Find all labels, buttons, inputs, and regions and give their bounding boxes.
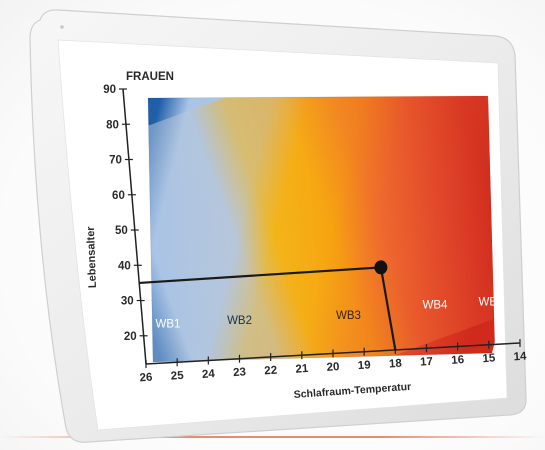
marker-point	[374, 260, 388, 275]
y-tick-label: 40	[118, 260, 131, 272]
accent-rule	[0, 436, 545, 438]
x-tick-label: 23	[233, 366, 247, 379]
zone-label-wb4: WB4	[422, 299, 448, 311]
plot-border	[147, 95, 496, 363]
x-tick-label: 19	[357, 359, 371, 372]
x-tick-label: 21	[295, 363, 309, 376]
x-tick-label: 26	[139, 372, 153, 385]
y-axis-label: Lebensalter	[85, 225, 99, 288]
x-tick-label: 15	[482, 352, 496, 365]
x-tick-label: 17	[420, 356, 434, 369]
zone-label-wb5: WB5	[478, 297, 503, 309]
x-tick-label: 25	[170, 370, 184, 383]
x-axis-ticks: 26 25 24 23 22 21 20 19 18 17 16 15 14	[139, 339, 527, 384]
y-tick-label: 70	[109, 155, 122, 167]
data-line	[139, 260, 397, 351]
y-tick-label: 60	[112, 190, 125, 202]
zone-label-wb2: WB2	[227, 315, 252, 327]
y-axis-line	[122, 88, 147, 365]
x-tick-label: 20	[326, 361, 340, 374]
x-tick-label: 14	[513, 351, 527, 364]
y-axis-ticks: 20 30 40 50 60 70 80 90	[103, 84, 148, 343]
y-tick-label: 20	[124, 331, 137, 343]
x-tick-label: 22	[264, 365, 278, 378]
zone-label-wb3: WB3	[336, 310, 361, 322]
chart-title: FRAUEN	[126, 71, 174, 83]
y-tick-label: 80	[106, 119, 119, 131]
y-tick-label: 30	[121, 296, 134, 308]
heatmap-area	[148, 96, 495, 362]
x-tick-label: 16	[451, 354, 465, 367]
y-tick-label: 90	[103, 84, 116, 96]
x-tick-label: 18	[389, 358, 403, 371]
zone-labels: WB1 WB2 WB3 WB4 WB5	[155, 297, 503, 331]
x-tick-label: 24	[202, 368, 216, 381]
camera-icon	[60, 25, 64, 29]
zone-label-wb1: WB1	[155, 319, 180, 331]
y-tick-label: 50	[115, 225, 128, 237]
